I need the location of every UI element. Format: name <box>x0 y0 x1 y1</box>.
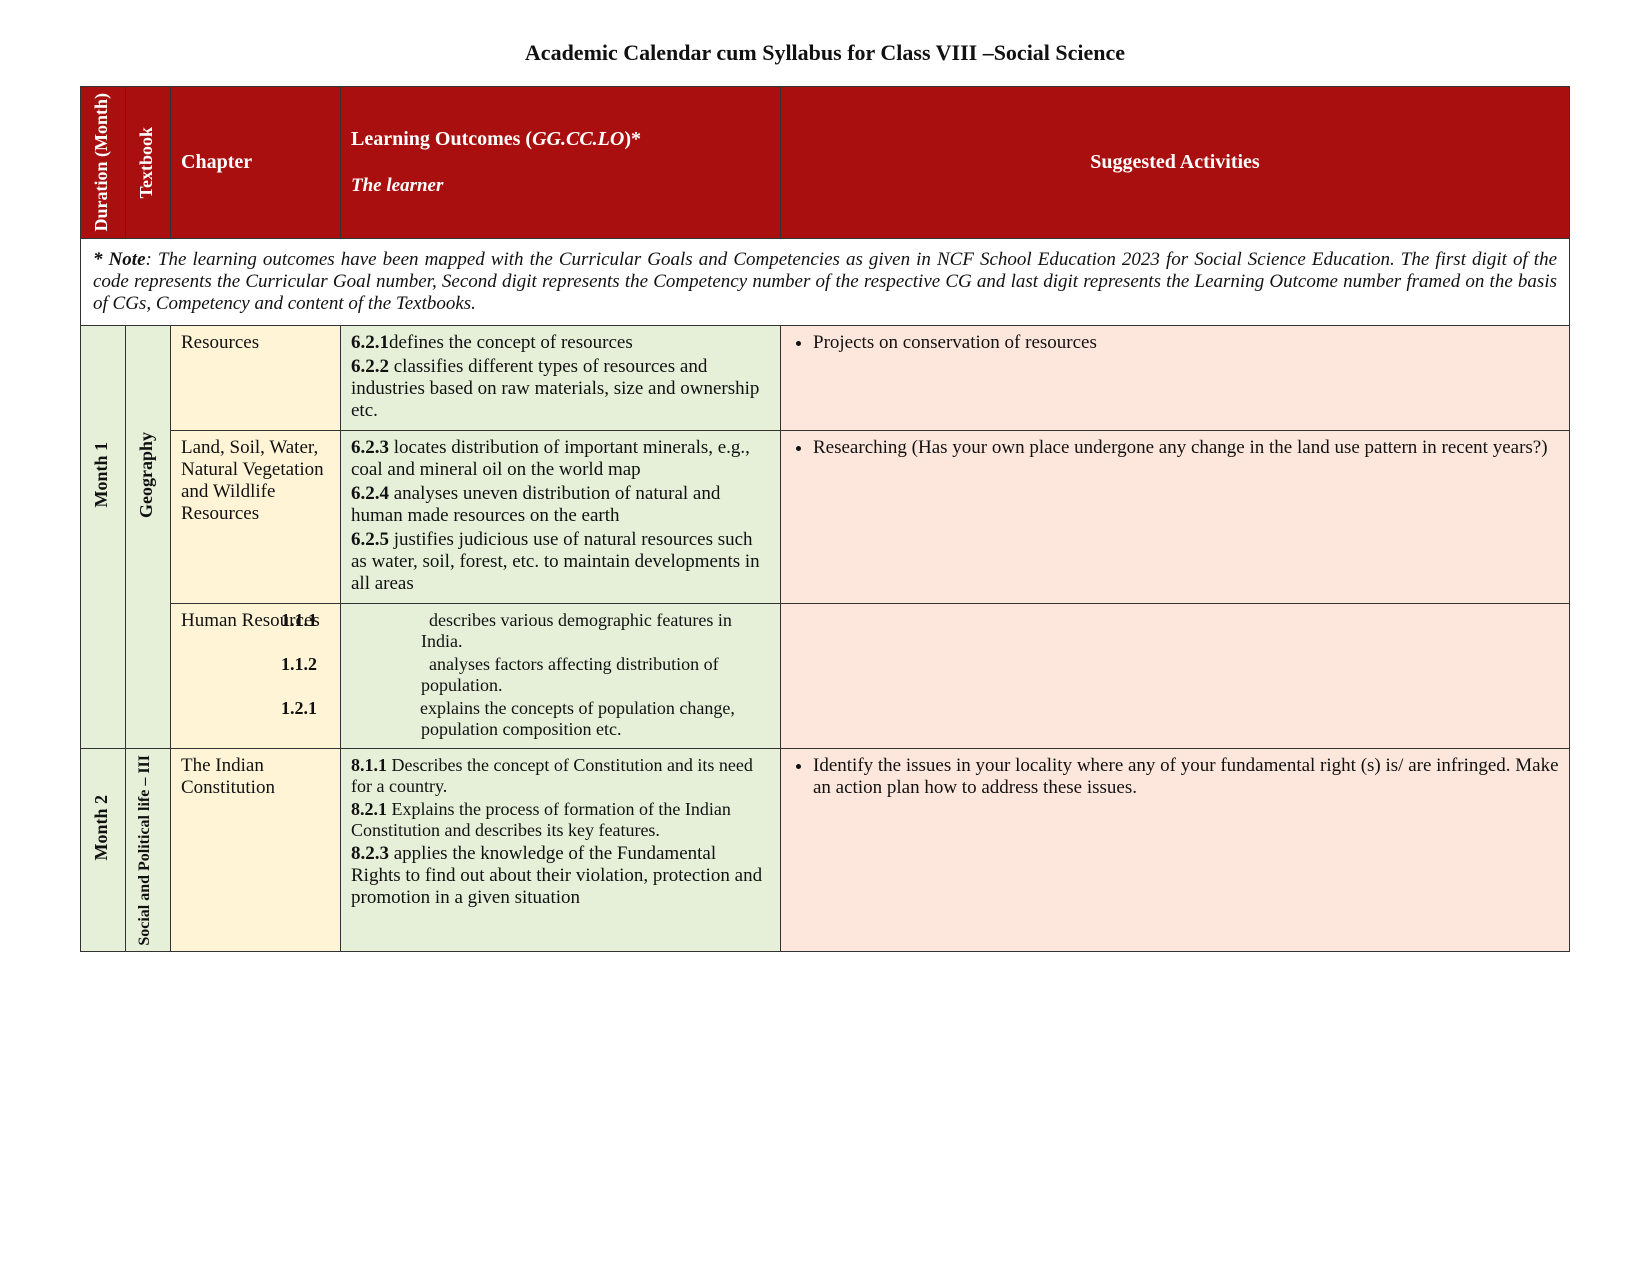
lo-code: 6.2.1 <box>351 332 389 353</box>
outcome-cell: 6.2.3 locates distribution of important … <box>341 430 781 603</box>
table-row: Land, Soil, Water, Natural Vegetation an… <box>81 430 1570 603</box>
activity-item: Researching (Has your own place undergon… <box>813 437 1559 459</box>
note-row: * Note: The learning outcomes have been … <box>81 238 1570 325</box>
header-duration: Duration (Month) <box>81 87 126 239</box>
header-chapter: Chapter <box>171 87 341 239</box>
header-outcomes-code: GG.CC.LO <box>532 128 624 150</box>
chapter-cell: Resources <box>171 325 341 430</box>
activity-cell: Identify the issues in your locality whe… <box>781 748 1570 952</box>
header-textbook: Textbook <box>126 87 171 239</box>
outcome-cell: 8.1.1 Describes the concept of Constitut… <box>341 748 781 952</box>
outcome-cell: 1.1.1 describes various demographic feat… <box>341 603 781 748</box>
header-duration-label: Duration (Month) <box>91 93 112 232</box>
duration-cell-month1: Month 1 <box>81 325 126 748</box>
table-header-row: Duration (Month) Textbook Chapter Learni… <box>81 87 1570 239</box>
textbook-label-month1: Geography <box>136 432 157 518</box>
header-outcomes-suffix: )* <box>624 128 641 150</box>
note-text: : The learning outcomes have been mapped… <box>93 249 1557 314</box>
activity-cell: Projects on conservation of resources <box>781 325 1570 430</box>
activity-cell <box>781 603 1570 748</box>
lo-code: 6.2.5 <box>351 529 389 550</box>
textbook-label-month2: Social and Political life – III <box>136 755 154 946</box>
lo-text: locates distribution of important minera… <box>351 437 750 480</box>
textbook-cell-month2: Social and Political life – III <box>126 748 171 952</box>
chapter-cell: Land, Soil, Water, Natural Vegetation an… <box>171 430 341 603</box>
lo-code: 8.2.1 <box>351 799 387 819</box>
table-row: Month 1 Geography Resources 6.2.1defines… <box>81 325 1570 430</box>
lo-text: justifies judicious use of natural resou… <box>351 529 760 594</box>
duration-label-month2: Month 2 <box>91 795 112 861</box>
lo-code: 8.2.3 <box>351 843 389 864</box>
lo-code: 1.1.1 <box>351 610 411 631</box>
header-outcomes: Learning Outcomes (GG.CC.LO)* The learne… <box>341 87 781 239</box>
syllabus-table: Duration (Month) Textbook Chapter Learni… <box>80 86 1570 952</box>
lo-code: 1.2.1 <box>351 698 411 719</box>
textbook-cell-month1: Geography <box>126 325 171 748</box>
duration-cell-month2: Month 2 <box>81 748 126 952</box>
lo-text: analyses factors affecting distribution … <box>421 654 719 695</box>
activity-cell: Researching (Has your own place undergon… <box>781 430 1570 603</box>
lo-text: explains the concepts of population chan… <box>420 698 735 739</box>
lo-code: 6.2.4 <box>351 483 389 504</box>
note-label: * Note <box>93 249 146 270</box>
lo-code: 6.2.3 <box>351 437 389 458</box>
header-activities: Suggested Activities <box>781 87 1570 239</box>
lo-text: applies the knowledge of the Fundamental… <box>351 843 762 908</box>
duration-label-month1: Month 1 <box>91 442 112 508</box>
activity-item: Identify the issues in your locality whe… <box>813 755 1559 799</box>
page-title: Academic Calendar cum Syllabus for Class… <box>80 40 1570 66</box>
lo-text: Explains the process of formation of the… <box>351 799 731 840</box>
lo-text: classifies different types of resources … <box>351 356 759 421</box>
note-cell: * Note: The learning outcomes have been … <box>81 238 1570 325</box>
lo-text: analyses uneven distribution of natural … <box>351 483 720 526</box>
lo-code: 8.1.1 <box>351 755 387 775</box>
activity-item: Projects on conservation of resources <box>813 332 1559 354</box>
outcome-cell: 6.2.1defines the concept of resources 6.… <box>341 325 781 430</box>
lo-text: Describes the concept of Constitution an… <box>351 755 753 796</box>
header-outcomes-sub: The learner <box>351 172 770 201</box>
header-outcomes-main: Learning Outcomes ( <box>351 128 532 150</box>
chapter-cell: The Indian Constitution <box>171 748 341 952</box>
table-row: Month 2 Social and Political life – III … <box>81 748 1570 952</box>
header-textbook-label: Textbook <box>136 127 157 198</box>
table-row: Human Resources 1.1.1 describes various … <box>81 603 1570 748</box>
lo-code: 1.1.2 <box>351 654 411 675</box>
lo-text: describes various demographic features i… <box>421 610 732 651</box>
lo-text: defines the concept of resources <box>389 332 633 353</box>
lo-code: 6.2.2 <box>351 356 389 377</box>
